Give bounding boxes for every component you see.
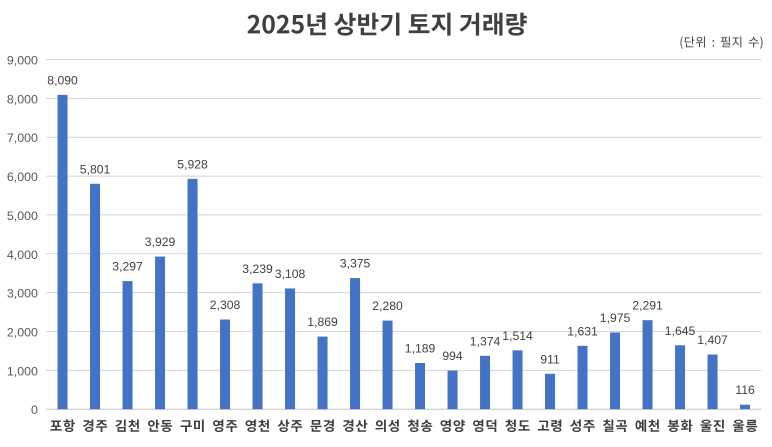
svg-text:2,308: 2,308 — [210, 298, 241, 312]
svg-text:3,108: 3,108 — [275, 267, 306, 281]
svg-text:116: 116 — [735, 383, 755, 397]
svg-text:0: 0 — [31, 403, 38, 417]
svg-text:3,929: 3,929 — [145, 235, 176, 249]
svg-text:2,000: 2,000 — [7, 325, 38, 339]
svg-text:5,928: 5,928 — [177, 157, 208, 171]
svg-text:2,291: 2,291 — [632, 299, 663, 313]
svg-text:1,631: 1,631 — [567, 324, 598, 338]
svg-text:3,239: 3,239 — [242, 262, 273, 276]
svg-text:1,189: 1,189 — [405, 342, 436, 356]
svg-text:8,000: 8,000 — [7, 92, 38, 106]
svg-text:2,280: 2,280 — [372, 299, 403, 313]
svg-text:1,514: 1,514 — [502, 329, 533, 343]
svg-text:5,000: 5,000 — [7, 209, 38, 223]
svg-text:7,000: 7,000 — [7, 131, 38, 145]
svg-text:3,000: 3,000 — [7, 287, 38, 301]
svg-text:1,407: 1,407 — [697, 333, 728, 347]
svg-text:994: 994 — [442, 349, 463, 363]
svg-text:8,090: 8,090 — [47, 73, 78, 87]
svg-text:5,801: 5,801 — [80, 162, 111, 176]
svg-text:1,000: 1,000 — [7, 364, 38, 378]
svg-text:6,000: 6,000 — [7, 170, 38, 184]
svg-text:1,869: 1,869 — [307, 315, 338, 329]
svg-text:3,297: 3,297 — [112, 260, 143, 274]
svg-text:3,375: 3,375 — [340, 257, 371, 271]
svg-text:1,975: 1,975 — [600, 311, 631, 325]
svg-text:1,645: 1,645 — [665, 324, 696, 338]
svg-text:9,000: 9,000 — [7, 54, 38, 68]
svg-text:4,000: 4,000 — [7, 248, 38, 262]
svg-text:911: 911 — [540, 352, 560, 366]
svg-text:1,374: 1,374 — [470, 334, 501, 348]
